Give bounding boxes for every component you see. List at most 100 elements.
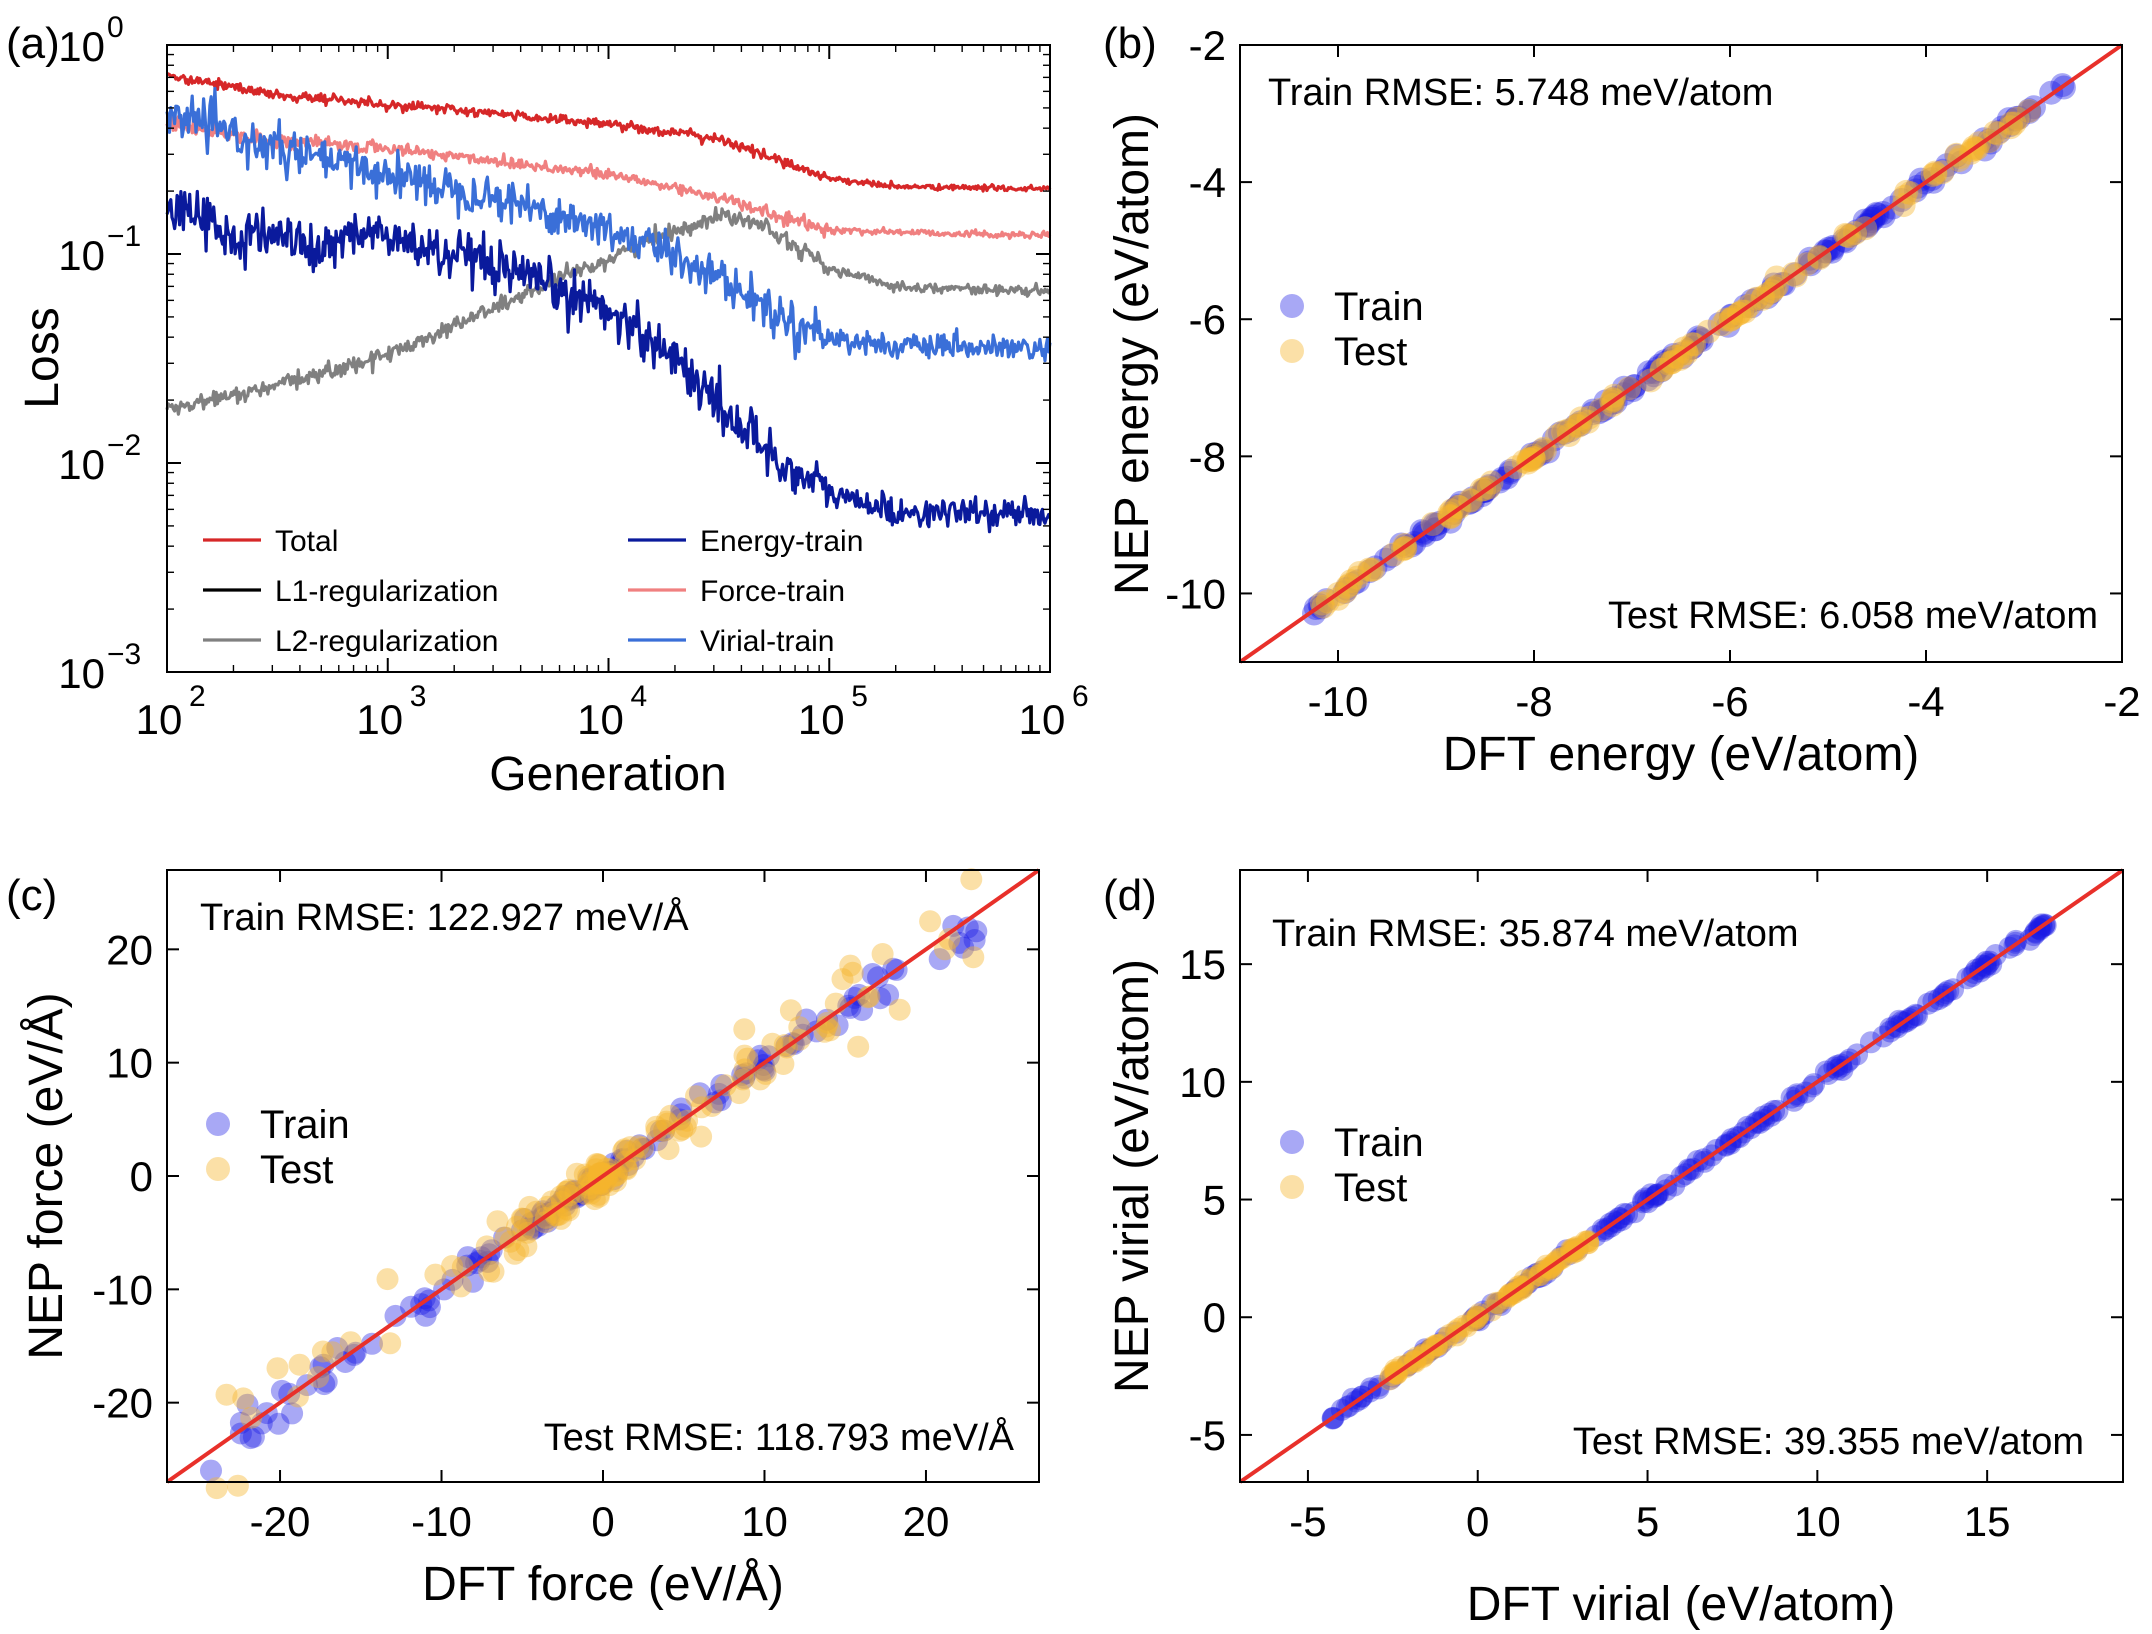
series-line-l2-regularization xyxy=(165,206,1052,416)
scatter-point-test xyxy=(573,1163,596,1186)
virial-panel: (d) -5 0 5 10 15 -5 0 5 10 15 Train RMSE: 35.874 … xyxy=(1103,868,2125,1631)
scatter-point-test xyxy=(728,1082,751,1105)
y-tick-label: 10 xyxy=(58,650,105,697)
x-tick-exponent: 5 xyxy=(851,680,868,713)
x-tick-exponent: 2 xyxy=(189,680,206,713)
scatter-point-train xyxy=(530,1202,553,1225)
panel-label: (d) xyxy=(1103,871,1157,920)
x-tick-label: 10 xyxy=(1019,696,1066,743)
scatter-point-train xyxy=(628,1134,651,1157)
scatter-point-test xyxy=(700,1095,723,1117)
scatter-point-train xyxy=(1611,375,1636,400)
axis-ticks: -20 -10 0 10 20 -20 -10 0 10 20 xyxy=(92,870,1039,1545)
scatter-point-test xyxy=(321,1341,344,1364)
scatter-point-train xyxy=(1871,204,1896,229)
scatter-point-test xyxy=(215,1383,238,1406)
scatter-point-train xyxy=(536,1210,559,1233)
scatter-point-test xyxy=(482,1260,505,1283)
scatter-point-train xyxy=(649,1120,672,1142)
scatter-point-test xyxy=(533,1211,556,1234)
y-tick-exponent: −2 xyxy=(107,429,141,462)
scatter-point-train xyxy=(1670,345,1695,369)
train-rmse-label: Train RMSE: 5.748 meV/atom xyxy=(1268,72,1773,114)
scatter-point-test xyxy=(550,1207,572,1230)
parity-line xyxy=(165,868,1041,1484)
scatter-point-train xyxy=(1908,167,1933,192)
y-tick-label: 5 xyxy=(1203,1177,1226,1224)
x-tick-label: 20 xyxy=(903,1498,950,1545)
scatter-point-train xyxy=(313,1373,336,1396)
x-tick-label: 0 xyxy=(591,1498,614,1545)
scatter-point-test xyxy=(511,1207,534,1230)
axis-ticks: -5 0 5 10 15 -5 0 5 10 15 xyxy=(1179,870,2123,1545)
y-tick-label: -4 xyxy=(1189,159,1226,206)
scatter-point-train xyxy=(867,966,889,989)
legend-label: Total xyxy=(275,525,338,558)
scatter-point-train xyxy=(1536,439,1561,464)
scatter-point-test xyxy=(819,1019,841,1042)
x-tick-label: 10 xyxy=(798,696,845,743)
scatter-point-train xyxy=(826,1014,849,1037)
scatter-point-train xyxy=(2018,928,2041,951)
legend-label: Test xyxy=(1334,330,1407,374)
scatter-point-test xyxy=(286,1385,309,1408)
x-tick-label: -4 xyxy=(1907,678,1944,725)
scatter-point-test xyxy=(585,1153,608,1175)
scatter-point-test xyxy=(266,1357,289,1380)
y-tick-label: 10 xyxy=(58,23,105,70)
scatter-point-test xyxy=(588,1172,611,1194)
scatter-point-train xyxy=(281,1402,304,1425)
scatter-point-train xyxy=(239,1427,262,1450)
scatter-point-test xyxy=(588,1162,610,1185)
scatter-point-test xyxy=(816,1011,839,1034)
x-tick-label: 10 xyxy=(741,1498,788,1545)
scatter-point-test xyxy=(587,1153,610,1176)
scatter-point-train xyxy=(461,1270,484,1293)
scatter-point-train xyxy=(555,1186,578,1209)
x-tick-exponent: 3 xyxy=(410,680,427,713)
scatter-point-train xyxy=(552,1188,575,1211)
plot-frame xyxy=(1239,44,2123,663)
scatter-point-train xyxy=(1548,421,1572,446)
x-tick-label: 10 xyxy=(1794,1498,1841,1545)
virial-points-group xyxy=(1238,868,2125,1484)
legend-label: Test xyxy=(1334,1166,1407,1210)
scatter-point-test xyxy=(624,1148,647,1171)
scatter-point-train xyxy=(1921,169,1946,194)
scatter-point-train xyxy=(1593,389,1618,414)
y-axis-label: NEP force (eV/Å) xyxy=(20,992,73,1359)
scatter-point-train xyxy=(580,1168,603,1191)
scatter-point-train xyxy=(1663,1174,1686,1197)
scatter-point-test xyxy=(645,1115,668,1138)
scatter-point-train xyxy=(581,1178,604,1201)
scatter-point-train xyxy=(1944,143,1969,168)
scatter-point-test xyxy=(736,1047,759,1070)
legend-label: Train xyxy=(260,1103,350,1147)
scatter-point-train xyxy=(709,1089,732,1112)
scatter-point-test xyxy=(584,1158,607,1181)
scatter-point-test xyxy=(558,1184,581,1207)
scatter-point-test xyxy=(919,910,942,933)
scatter-point-train xyxy=(1555,1239,1578,1262)
scatter-point-train xyxy=(1996,107,2021,132)
x-tick-label: -20 xyxy=(250,1498,311,1545)
series-line-force-train xyxy=(165,115,1052,241)
scatter-point-test xyxy=(714,1074,737,1097)
scatter-point-train xyxy=(1448,490,1473,515)
legend-label: Train xyxy=(1334,285,1424,329)
axis-ticks: 10 2 10 3 10 4 10 5 10 610 −310 −210 −110 0 xyxy=(58,11,1088,743)
scatter-point-test xyxy=(583,1188,606,1211)
x-tick-exponent: 6 xyxy=(1072,680,1089,713)
scatter-point-test xyxy=(588,1154,610,1177)
scatter-point-train xyxy=(361,1332,383,1355)
scatter-point-test xyxy=(588,1162,611,1185)
scatter-point-train xyxy=(952,936,975,959)
scatter-point-train xyxy=(752,1058,775,1081)
energy-panel: (b) -10 -8 -6 -4 -2 -10 -8 -6 -4 -2 Train RMSE: 5… xyxy=(1103,19,2141,781)
scatter-point-train xyxy=(334,1351,357,1373)
scatter-point-test xyxy=(240,1406,263,1429)
scatter-point-test xyxy=(565,1162,588,1185)
scatter-point-test xyxy=(1891,193,1916,218)
scatter-point-test xyxy=(1944,142,1969,167)
